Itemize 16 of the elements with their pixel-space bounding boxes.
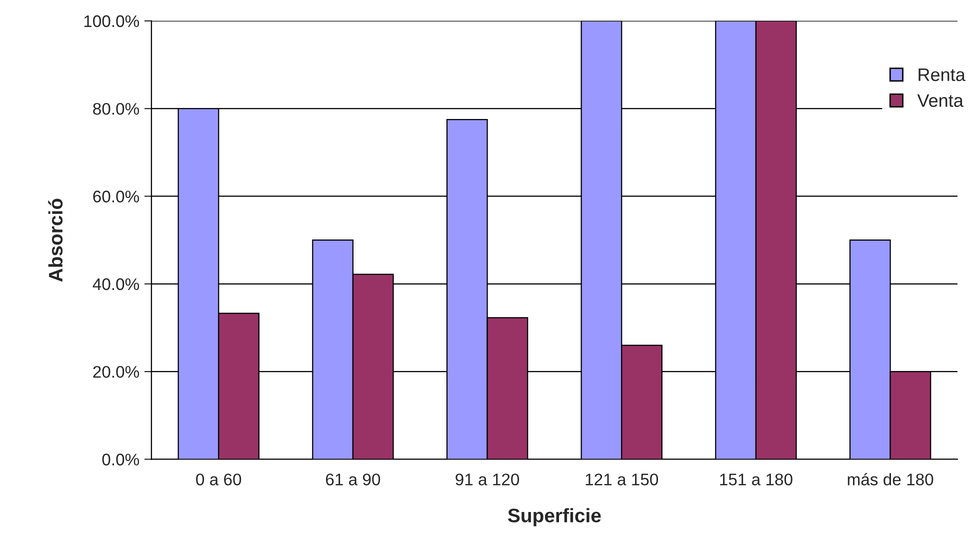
y-tick-label: 80.0% bbox=[93, 102, 140, 115]
x-tick-label: más de 180 bbox=[848, 472, 934, 486]
x-tick-label: 0 a 60 bbox=[196, 474, 242, 486]
x-tick-label: 121 a 150 bbox=[586, 474, 658, 486]
x-tick-label: 151 a 180 bbox=[720, 474, 792, 486]
y-tick-label: 20.0% bbox=[93, 366, 140, 378]
y-axis-title: Absorció bbox=[48, 198, 63, 282]
x-tick-label: 61 a 90 bbox=[326, 474, 380, 486]
y-tick-label: 100.0% bbox=[84, 15, 140, 28]
y-tick-label: 0.0% bbox=[102, 454, 140, 466]
x-tick-label: 91 a 120 bbox=[456, 474, 520, 486]
x-axis-title: Superficie bbox=[508, 508, 601, 526]
y-tick-label: 40.0% bbox=[92, 278, 140, 290]
legend-label: Renta bbox=[918, 68, 966, 82]
y-tick-label: 60.0% bbox=[93, 190, 140, 202]
legend-label: Venta bbox=[917, 94, 964, 107]
